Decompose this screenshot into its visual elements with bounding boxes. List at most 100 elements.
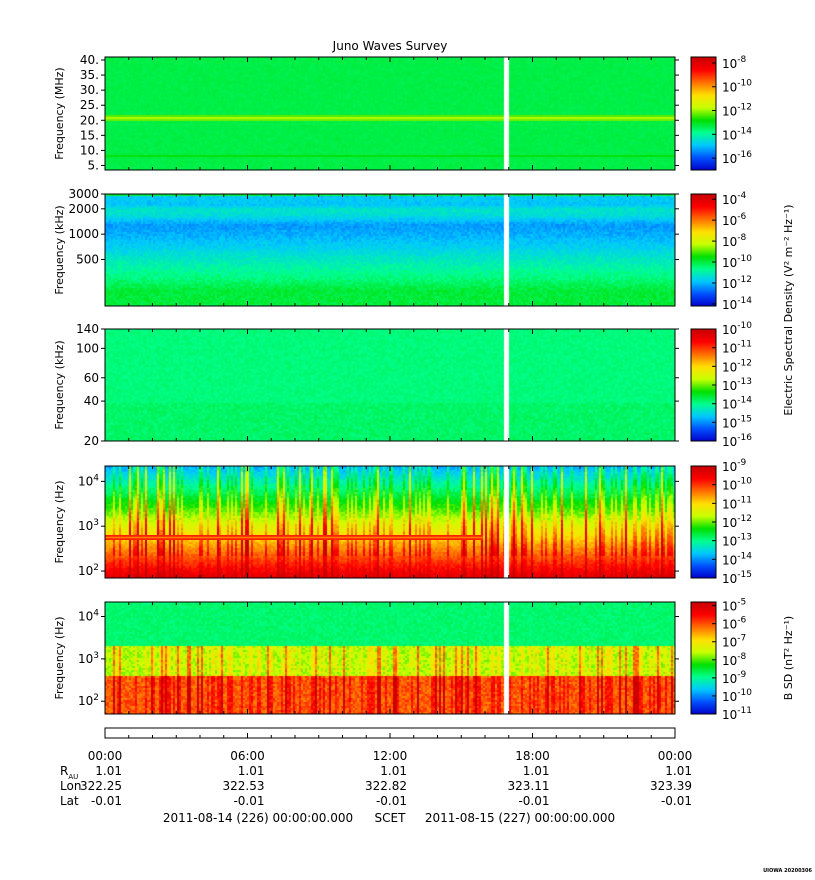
colorbar-tick-exponent: -13	[737, 533, 752, 543]
colorbar-tick-label: 10-10	[722, 688, 752, 704]
colorbar-tick-exponent: -12	[737, 275, 752, 285]
colorbar-tick-label: 10-8	[722, 652, 747, 668]
y-tick-label: 103	[78, 651, 99, 666]
y-axis-label: Frequency (MHz)	[53, 67, 66, 159]
ephemeris-value: 322.82	[365, 779, 407, 793]
ephemeris-value: 1.01	[238, 764, 265, 778]
colorbar-label: Electric Spectral Density (V² m⁻² Hz⁻¹)	[782, 204, 795, 415]
colorbar-tick-exponent: -11	[737, 495, 752, 505]
colorbar-tick-exponent: -14	[737, 396, 752, 406]
colorbar-tick-label: 10-8	[722, 233, 747, 249]
y-tick-label: 100	[76, 341, 99, 355]
colorbar-tick-exponent: -6	[737, 616, 746, 626]
colorbar-tick-label: 10-13	[722, 533, 752, 549]
y-tick-exponent: 3	[93, 518, 99, 528]
ephemeris-value: 322.53	[223, 779, 265, 793]
colorbar-frame	[690, 193, 717, 307]
colorbar-tick-label: 10-4	[722, 191, 747, 207]
y-tick-label: 103	[78, 518, 99, 533]
ephemeris-value: 1.01	[665, 764, 692, 778]
colorbar-tick-exponent: -11	[737, 706, 752, 716]
colorbar-tick-exponent: -8	[737, 55, 746, 65]
colorbar-tick-label: 10-6	[722, 616, 747, 632]
colorbar-tick-label: 10-12	[722, 103, 752, 119]
colorbar-tick-exponent: -13	[737, 377, 752, 387]
colorbar-tick-label: 10-9	[722, 458, 747, 474]
colorbar-tick-label: 10-11	[722, 340, 752, 356]
ephemeris-value: -0.01	[518, 794, 549, 808]
colorbar-tick-exponent: -16	[737, 433, 752, 443]
colorbar-tick-exponent: -9	[737, 670, 746, 680]
colorbar-tick-exponent: -14	[737, 126, 752, 136]
colorbar-tick-exponent: -10	[737, 79, 752, 89]
colorbar-tick-exponent: -10	[737, 477, 752, 487]
spectrogram-image	[105, 602, 675, 714]
y-axis-label: Frequency (Hz)	[53, 481, 66, 564]
footer-scet-label: SCET	[375, 811, 407, 825]
time-tick-label: 12:00	[373, 749, 408, 763]
y-tick-label: 40	[84, 394, 99, 408]
colorbar-tick-exponent: -11	[737, 340, 752, 350]
colorbar-tick-label: 10-10	[722, 477, 752, 493]
y-tick-label: 60	[84, 371, 99, 385]
ephemeris-row-subscript: AU	[68, 773, 78, 781]
ephemeris-value: -0.01	[376, 794, 407, 808]
credit-stamp: UIOWA 20200306	[763, 868, 812, 874]
colorbar-tick-exponent: -12	[737, 358, 752, 368]
ephemeris-row-label: Lon	[60, 779, 81, 793]
y-tick-label: 20.	[80, 113, 99, 127]
time-tick-label: 00:00	[658, 749, 693, 763]
colorbar-tick-exponent: -4	[737, 191, 746, 201]
y-tick-label: 104	[78, 609, 99, 624]
colorbar-tick-label: 10-9	[722, 670, 747, 686]
ephemeris-value: 323.39	[650, 779, 692, 793]
y-tick-label: 140	[76, 322, 99, 336]
figure-title: Juno Waves Survey	[332, 39, 448, 53]
colorbar-gradient	[691, 602, 716, 714]
y-axis-label: Frequency (kHz)	[53, 205, 66, 294]
colorbar-tick-label: 10-11	[722, 495, 752, 511]
time-tick-label: 00:00	[88, 749, 123, 763]
y-tick-label: 30.	[80, 83, 99, 97]
y-tick-exponent: 4	[93, 609, 99, 619]
colorbar-tick-exponent: -10	[737, 321, 752, 331]
ephemeris-value: 322.25	[80, 779, 122, 793]
colorbar-tick-exponent: -14	[737, 551, 752, 561]
colorbar: 10-5 10-6 10-7 10-8 10-9 10-10 10-11 B SD (nT² …	[690, 598, 795, 722]
ephemeris-row-label: Lat	[60, 794, 79, 808]
colorbar-tick-label: 10-12	[722, 514, 752, 530]
colorbar-tick-label: 10-14	[722, 126, 752, 142]
colorbar-tick-label: 10-15	[722, 570, 752, 586]
colorbar-tick-exponent: -12	[737, 514, 752, 524]
colorbar-tick-label: 10-16	[722, 150, 752, 166]
y-tick-label: 3000	[68, 187, 99, 201]
y-tick-label: 102	[78, 563, 99, 578]
colorbar-gradient	[691, 194, 716, 306]
colorbar-gradient	[691, 329, 716, 441]
ephemeris-value: 1.01	[95, 764, 122, 778]
colorbar-tick-exponent: -15	[737, 414, 752, 424]
colorbar-tick-exponent: -10	[737, 254, 752, 264]
colorbar-tick-exponent: -7	[737, 634, 746, 644]
colorbar-tick-exponent: -9	[737, 458, 746, 468]
colorbar-tick-exponent: -8	[737, 233, 746, 243]
y-tick-label: 40.	[80, 53, 99, 67]
colorbar-tick-label: 10-14	[722, 551, 752, 567]
y-tick-label: 2000	[68, 202, 99, 216]
colorbar-tick-exponent: -14	[737, 296, 752, 306]
ephemeris-value: -0.01	[91, 794, 122, 808]
y-tick-label: 104	[78, 473, 99, 488]
y-axis-label: Frequency (Hz)	[53, 617, 66, 700]
panel-3: 20 40 60 100 140 Frequency (kHz) 10-10 10-11 10-…	[53, 204, 795, 449]
colorbar-tick-label: 10-16	[722, 433, 752, 449]
y-tick-label: 1000	[68, 227, 99, 241]
footer-end-time: 2011-08-15 (227) 00:00:00.000	[425, 811, 615, 825]
panel-1: 5.10.15.20.25.30.35.40. Frequency (MHz) 10…	[53, 53, 752, 172]
colorbar-tick-label: 10-5	[722, 598, 746, 614]
colorbar-tick-label: 10-6	[722, 212, 747, 228]
y-tick-label: 102	[78, 693, 99, 708]
ephemeris-value: -0.01	[661, 794, 692, 808]
y-tick-label: 20	[84, 434, 99, 448]
